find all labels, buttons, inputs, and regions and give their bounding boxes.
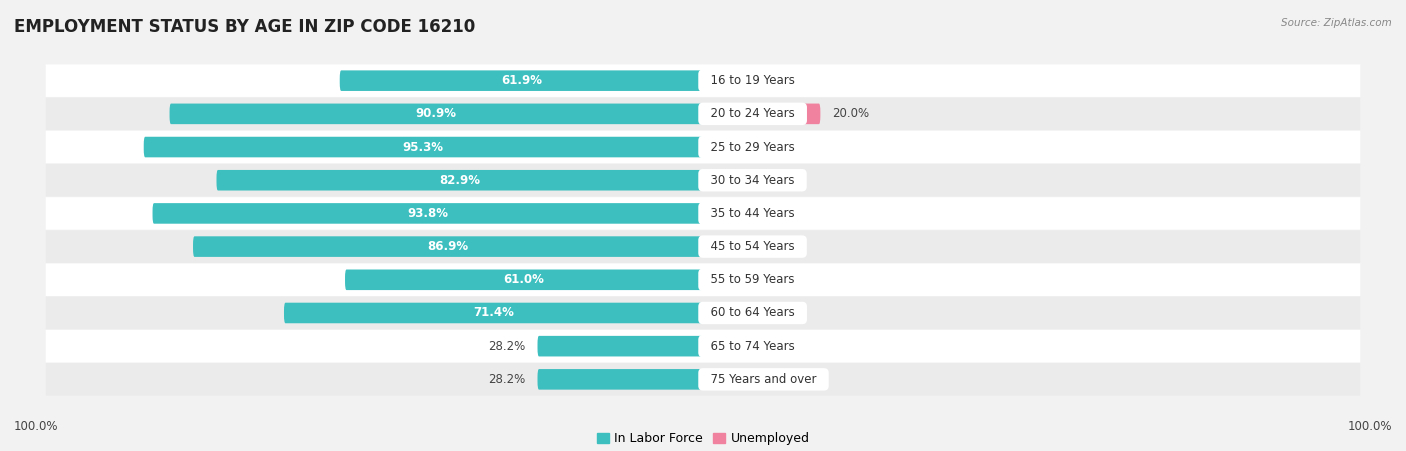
Text: 93.8%: 93.8% [408,207,449,220]
FancyBboxPatch shape [284,303,703,323]
FancyBboxPatch shape [170,104,703,124]
Text: 61.0%: 61.0% [503,273,544,286]
FancyBboxPatch shape [46,330,1360,363]
Text: 0.0%: 0.0% [762,174,792,187]
Text: 16 to 19 Years: 16 to 19 Years [703,74,803,87]
Text: 7.3%: 7.3% [758,141,787,153]
FancyBboxPatch shape [46,197,1360,230]
FancyBboxPatch shape [703,203,749,224]
FancyBboxPatch shape [344,270,703,290]
Text: 100.0%: 100.0% [14,420,59,433]
Text: 0.0%: 0.0% [762,307,792,319]
Text: 28.2%: 28.2% [488,340,526,353]
Text: 75 Years and over: 75 Years and over [703,373,824,386]
Text: 0.0%: 0.0% [762,207,792,220]
FancyBboxPatch shape [703,70,749,91]
Text: 35 to 44 Years: 35 to 44 Years [703,207,803,220]
FancyBboxPatch shape [703,369,749,390]
Text: 28.2%: 28.2% [488,373,526,386]
FancyBboxPatch shape [46,297,1360,329]
FancyBboxPatch shape [46,97,1360,130]
Text: 7.7%: 7.7% [759,74,790,87]
Text: 0.0%: 0.0% [762,340,792,353]
FancyBboxPatch shape [152,203,703,224]
FancyBboxPatch shape [340,70,703,91]
FancyBboxPatch shape [703,170,749,190]
FancyBboxPatch shape [46,263,1360,296]
Legend: In Labor Force, Unemployed: In Labor Force, Unemployed [596,433,810,446]
Text: 55 to 59 Years: 55 to 59 Years [703,273,801,286]
Text: 95.3%: 95.3% [404,141,444,153]
Text: 61.9%: 61.9% [501,74,541,87]
FancyBboxPatch shape [143,137,703,157]
FancyBboxPatch shape [46,230,1360,263]
Text: 86.9%: 86.9% [427,240,468,253]
FancyBboxPatch shape [703,137,749,157]
FancyBboxPatch shape [193,236,703,257]
FancyBboxPatch shape [703,303,749,323]
FancyBboxPatch shape [703,236,758,257]
Text: 60 to 64 Years: 60 to 64 Years [703,307,803,319]
Text: 0.0%: 0.0% [762,373,792,386]
FancyBboxPatch shape [537,336,703,356]
FancyBboxPatch shape [46,131,1360,163]
Text: 45 to 54 Years: 45 to 54 Years [703,240,803,253]
Text: 100.0%: 100.0% [1347,420,1392,433]
Text: 25 to 29 Years: 25 to 29 Years [703,141,803,153]
Text: 30 to 34 Years: 30 to 34 Years [703,174,801,187]
FancyBboxPatch shape [703,336,749,356]
Text: 82.9%: 82.9% [439,174,481,187]
Text: 20 to 24 Years: 20 to 24 Years [703,107,803,120]
Text: 65 to 74 Years: 65 to 74 Years [703,340,803,353]
FancyBboxPatch shape [217,170,703,190]
Text: 9.4%: 9.4% [770,240,800,253]
FancyBboxPatch shape [46,164,1360,197]
Text: Source: ZipAtlas.com: Source: ZipAtlas.com [1281,18,1392,28]
Text: 90.9%: 90.9% [416,107,457,120]
FancyBboxPatch shape [46,363,1360,396]
Text: 71.4%: 71.4% [472,307,515,319]
Text: 8.0%: 8.0% [762,273,792,286]
Text: 20.0%: 20.0% [832,107,869,120]
FancyBboxPatch shape [703,270,749,290]
Text: EMPLOYMENT STATUS BY AGE IN ZIP CODE 16210: EMPLOYMENT STATUS BY AGE IN ZIP CODE 162… [14,18,475,36]
FancyBboxPatch shape [537,369,703,390]
FancyBboxPatch shape [703,104,820,124]
FancyBboxPatch shape [46,64,1360,97]
